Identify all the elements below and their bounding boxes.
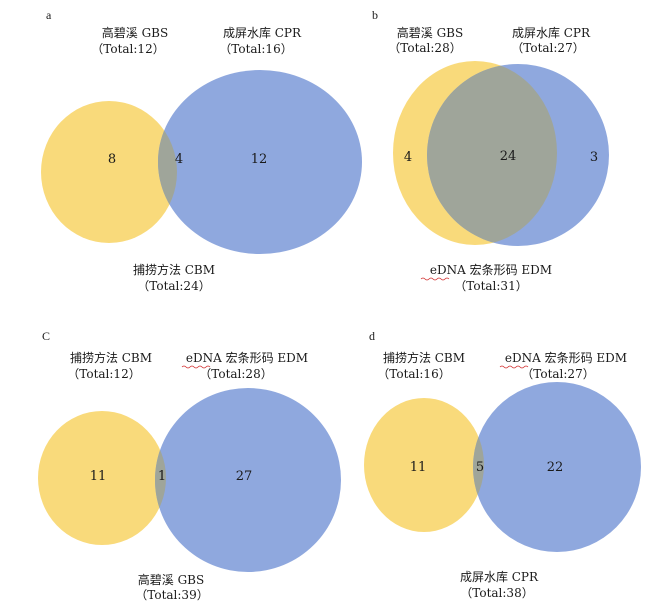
set-bottom-name: eDNA 宏条形码 EDM (430, 262, 552, 277)
left-only-count: 11 (410, 460, 427, 475)
overlap-count: 24 (500, 149, 517, 164)
spellcheck-underline (420, 277, 450, 281)
left-only-count: 4 (404, 150, 412, 165)
set-left-name: 捕捞方法 CBM (70, 350, 152, 365)
overlap-count: 1 (158, 469, 166, 484)
set-bottom-name: 成屏水库 CPR (460, 569, 539, 584)
panel-letter: C (42, 329, 50, 343)
set-bottom-name: 高碧溪 GBS (138, 572, 204, 587)
panel-letter: d (369, 329, 375, 343)
set-circle-right (155, 388, 341, 572)
set-circle-right (158, 70, 362, 254)
set-left-name: 高碧溪 GBS (102, 25, 168, 40)
spellcheck-underline (499, 365, 529, 369)
set-right-name: eDNA 宏条形码 EDM (505, 350, 627, 365)
set-right-total: （Total:16） (219, 42, 292, 56)
panel-b: b 高碧溪 GBS （Total:28） 成屏水库 CPR （Total:27）… (372, 8, 609, 293)
set-right-name: 成屏水库 CPR (223, 25, 302, 40)
set-bottom-total: （Total:38） (460, 586, 533, 600)
set-bottom-name: 捕捞方法 CBM (133, 262, 215, 277)
set-left-total: （Total:16） (377, 367, 450, 381)
set-bottom-total: （Total:24） (137, 279, 210, 293)
left-only-count: 8 (108, 152, 116, 167)
left-only-count: 11 (90, 469, 107, 484)
set-right-name: 成屏水库 CPR (512, 25, 591, 40)
set-left-name: 捕捞方法 CBM (383, 350, 465, 365)
right-only-count: 12 (251, 152, 268, 167)
panel-letter: b (372, 8, 378, 22)
set-circle-left (38, 411, 166, 545)
set-left-total: （Total:12） (67, 367, 140, 381)
set-left-name: 高碧溪 GBS (397, 25, 463, 40)
set-left-total: （Total:12） (91, 42, 164, 56)
set-left-total: （Total:28） (388, 41, 461, 55)
set-circle-left (41, 101, 177, 243)
set-right-name: eDNA 宏条形码 EDM (186, 350, 308, 365)
panel-d: d 捕捞方法 CBM （Total:16） eDNA 宏条形码 EDM （Tot… (364, 329, 641, 600)
overlap-count: 5 (476, 460, 484, 475)
panel-a: a 高碧溪 GBS （Total:12） 成屏水库 CPR （Total:16）… (41, 8, 362, 293)
set-right-total: （Total:28） (199, 367, 272, 381)
right-only-count: 22 (547, 460, 564, 475)
set-bottom-total: （Total:39） (135, 588, 208, 602)
set-bottom-total: （Total:31） (454, 279, 527, 293)
set-right-total: （Total:27） (511, 41, 584, 55)
panel-letter: a (46, 8, 52, 22)
right-only-count: 27 (236, 469, 253, 484)
set-right-total: （Total:27） (521, 367, 594, 381)
right-only-count: 3 (590, 150, 598, 165)
overlap-count: 4 (175, 152, 183, 167)
set-circle-right (473, 382, 641, 552)
panel-c: C 捕捞方法 CBM （Total:12） eDNA 宏条形码 EDM （Tot… (38, 329, 341, 602)
spellcheck-underline (181, 365, 211, 369)
set-circle-left (364, 398, 484, 532)
